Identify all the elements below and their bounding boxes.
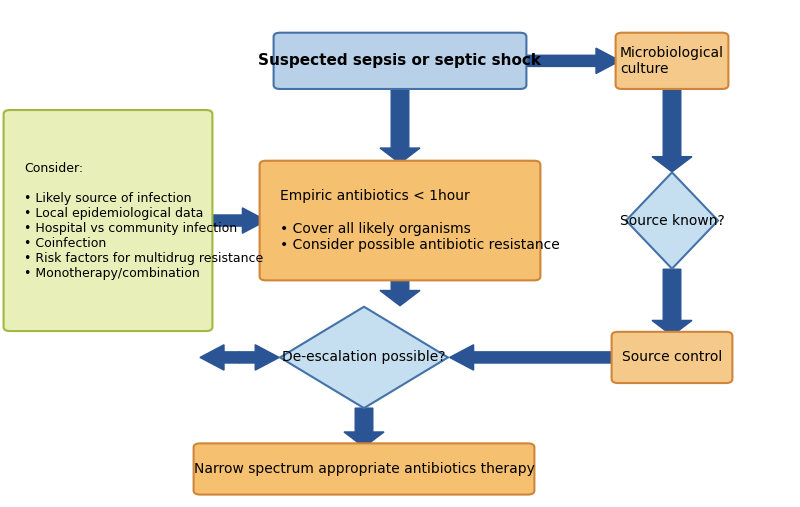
FancyArrow shape <box>516 48 620 74</box>
Polygon shape <box>280 307 448 408</box>
FancyBboxPatch shape <box>274 32 526 89</box>
Text: Narrow spectrum appropriate antibiotics therapy: Narrow spectrum appropriate antibiotics … <box>194 462 534 476</box>
FancyBboxPatch shape <box>616 32 728 89</box>
FancyBboxPatch shape <box>4 110 213 331</box>
FancyArrow shape <box>652 85 692 172</box>
FancyArrow shape <box>380 276 420 306</box>
Text: Suspected sepsis or septic shock: Suspected sepsis or septic shock <box>258 53 542 68</box>
Text: De-escalation possible?: De-escalation possible? <box>282 350 446 365</box>
Text: Source control: Source control <box>622 350 722 365</box>
FancyBboxPatch shape <box>611 332 733 383</box>
FancyArrow shape <box>240 345 279 370</box>
FancyBboxPatch shape <box>194 443 534 495</box>
FancyArrow shape <box>200 345 240 370</box>
FancyArrow shape <box>380 85 420 163</box>
FancyArrow shape <box>652 269 692 336</box>
Text: Consider:

• Likely source of infection
• Local epidemiological data
• Hospital : Consider: • Likely source of infection •… <box>25 162 264 279</box>
FancyBboxPatch shape <box>259 161 541 280</box>
Text: Empiric antibiotics < 1hour

• Cover all likely organisms
• Consider possible an: Empiric antibiotics < 1hour • Cover all … <box>281 189 560 252</box>
FancyArrow shape <box>450 345 618 370</box>
Text: Source known?: Source known? <box>620 213 724 228</box>
Text: Microbiological
culture: Microbiological culture <box>620 46 724 76</box>
FancyArrow shape <box>344 408 384 447</box>
Polygon shape <box>626 172 718 269</box>
FancyArrow shape <box>210 208 266 233</box>
